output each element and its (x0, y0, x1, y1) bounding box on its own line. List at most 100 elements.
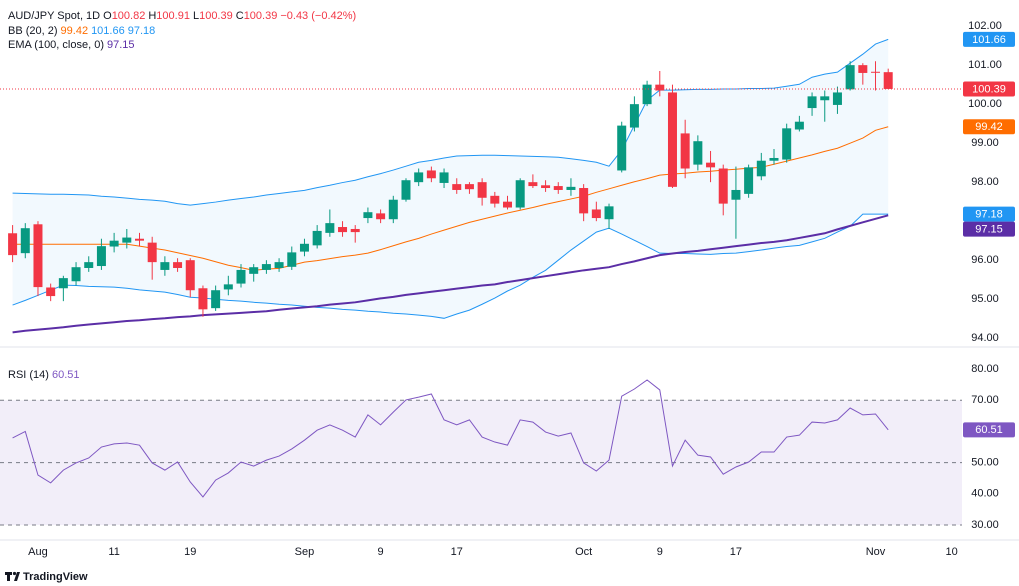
legend-row: BB (20, 2) 99.42 101.66 97.18 (8, 24, 158, 38)
price-tag-label: 101.66 (972, 34, 1006, 46)
candle-body (198, 288, 208, 310)
legend-row: RSI (14) 60.51 (8, 368, 83, 382)
x-tick-label: Aug (28, 546, 48, 558)
y-tick-label: 102.00 (968, 20, 1002, 32)
candle-body (452, 184, 462, 190)
price-tag (963, 81, 1015, 97)
candle-body (553, 186, 563, 190)
candle-body (211, 290, 221, 309)
ohlc-label: C (235, 10, 244, 22)
candle-body (261, 264, 271, 270)
candle-body (515, 180, 525, 208)
indicator-value: 99.42 (60, 25, 89, 37)
candle-body (744, 167, 754, 194)
candle-body (350, 228, 360, 233)
y-tick-label: 98.00 (971, 176, 999, 188)
price-tag (963, 221, 1015, 237)
candle-body (820, 96, 830, 101)
candle-body (134, 238, 144, 241)
candle-body (591, 209, 601, 219)
x-tick-label: Oct (575, 546, 592, 558)
x-tick-label: 19 (184, 546, 196, 558)
candle-body (274, 262, 284, 268)
candle-body (414, 172, 424, 183)
candle-body (871, 71, 881, 73)
ohlc-label: L (192, 10, 200, 22)
candle-body (84, 262, 94, 268)
candle-body (769, 157, 779, 161)
candle-body (109, 240, 119, 247)
ohlc-label: H (148, 10, 157, 22)
band-fill (12, 39, 889, 319)
x-tick-label: 11 (108, 546, 119, 558)
candle-body (566, 186, 576, 190)
x-tick-label: 9 (378, 546, 384, 558)
candle-body (617, 125, 627, 171)
candle-body (96, 246, 106, 267)
x-tick-label: 17 (451, 546, 463, 558)
price-tag-label: 97.15 (975, 224, 1003, 236)
rsi-name: RSI (14) (8, 369, 49, 381)
candle-body (706, 162, 716, 168)
candle-body (173, 262, 183, 268)
candle-body (883, 72, 893, 89)
candle-body (388, 199, 398, 220)
change-value: −0.43 (−0.42%) (280, 10, 357, 22)
x-tick-label: 17 (730, 546, 742, 558)
y-tick-label: 40.00 (971, 488, 999, 500)
indicator-value: 97.18 (127, 25, 156, 37)
indicator-name: BB (20, 2) (8, 25, 58, 37)
price-tag (963, 31, 1015, 47)
candle-body (604, 206, 614, 220)
y-tick-label: 30.00 (971, 519, 999, 531)
x-tick-label: 9 (657, 546, 663, 558)
candle-body (20, 228, 30, 254)
candle-body (8, 233, 18, 256)
candle-body (363, 212, 373, 219)
candle-body (477, 182, 487, 198)
y-tick-label: 80.00 (971, 363, 999, 375)
price-tag (963, 206, 1015, 222)
candle-body (629, 104, 639, 128)
candle-body (667, 92, 677, 187)
candle-body (426, 170, 436, 179)
candle-body (338, 227, 348, 233)
price-tag-label: 99.42 (975, 121, 1003, 133)
y-tick-label: 101.00 (968, 59, 1002, 71)
legend-row: EMA (100, close, 0) 97.15 (8, 38, 138, 52)
candle-body (807, 96, 817, 109)
candle-body (858, 65, 868, 73)
candle-body (782, 128, 792, 160)
ohlc-value: 100.39 (243, 10, 278, 22)
candle-body (58, 278, 68, 289)
candle-body (223, 284, 233, 290)
candle-body (642, 84, 652, 105)
indicator-name: EMA (100, close, 0) (8, 39, 104, 51)
candle-body (46, 287, 56, 297)
y-tick-label: 99.00 (971, 137, 999, 149)
rsi-value: 60.51 (51, 369, 80, 381)
candle-body (287, 252, 297, 267)
candle-body (464, 184, 474, 190)
candle-body (325, 223, 335, 233)
candle-body (528, 182, 538, 187)
candle-body (249, 267, 259, 274)
candle-body (185, 260, 195, 291)
x-tick-label: 10 (946, 546, 958, 558)
ohlc-label: O (103, 10, 112, 22)
price-tag-label: 97.18 (975, 209, 1003, 221)
rsi-line (12, 379, 889, 498)
indicator-line (12, 126, 889, 271)
candle-body (693, 141, 703, 165)
price-tag-label: 60.51 (975, 424, 1003, 436)
symbol-title: AUD/JPY Spot, 1D (8, 10, 101, 22)
candle-body (160, 262, 170, 270)
x-tick-label: Nov (866, 546, 886, 558)
y-tick-label: 95.00 (971, 293, 999, 305)
x-tick-label: Sep (295, 546, 315, 558)
logo (5, 571, 20, 581)
candle-body (794, 121, 804, 130)
price-tag (963, 119, 1015, 135)
legend-row: AUD/JPY Spot, 1D O100.82 H100.91 L100.39 C10… (8, 9, 359, 23)
